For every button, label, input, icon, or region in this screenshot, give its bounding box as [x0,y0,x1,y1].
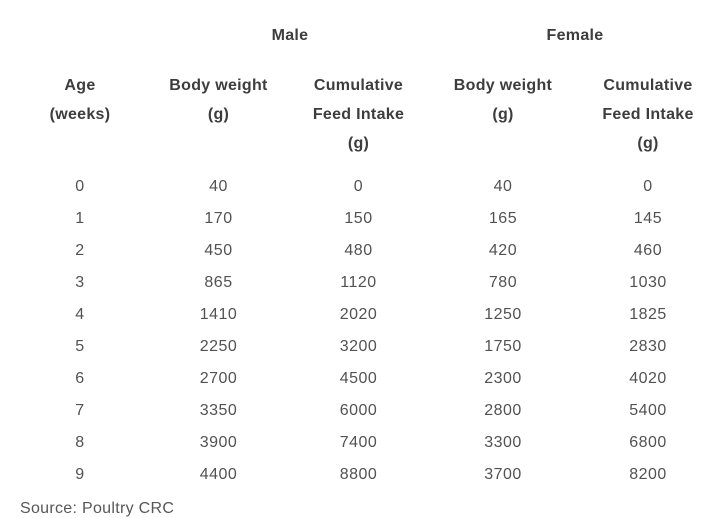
column-header-line: Feed Intake [602,106,694,123]
column-header-line: Feed Intake [312,106,405,123]
table-cell: 170 [204,210,233,227]
sex-group-header-row: Male Female [10,14,720,58]
table-row: 6 2700 4500 2300 4020 [10,363,720,395]
table-cell: 0 [75,178,85,195]
column-header-line: (g) [637,135,659,152]
table-cell: 2300 [484,370,522,387]
column-header-line: Cumulative [603,77,693,94]
table-cell: 7400 [339,434,378,451]
table-cell: 8 [75,434,85,451]
column-header-male-body-weight: Body weight (g) [150,58,287,171]
column-header-line: (g) [207,106,230,123]
table-cell: 2830 [629,338,667,355]
table-cell: 4020 [629,370,667,387]
table-cell: 450 [204,242,233,259]
table-cell: 2250 [199,338,238,355]
table-cell: 780 [488,274,518,291]
table-cell: 145 [633,210,663,227]
table-cell: 420 [488,242,518,259]
table-cell: 3200 [339,338,378,355]
table-cell: 2020 [339,306,378,323]
table-cell: 865 [204,274,233,291]
table-cell: 150 [344,210,373,227]
table-row: 8 3900 7400 3300 6800 [10,427,720,459]
table-row: 3 865 1120 780 1030 [10,267,720,299]
table-cell: 6000 [339,402,378,419]
table-cell: 3350 [199,402,238,419]
table-cell: 2800 [484,402,522,419]
poultry-growth-table: Male Female Age (weeks) Body weight (g) … [10,14,720,491]
table-cell: 4500 [339,370,378,387]
table-cell: 165 [488,210,518,227]
table-row: 4 1410 2020 1250 1825 [10,299,720,331]
table-cell: 9 [75,466,85,483]
column-header-row: Age (weeks) Body weight (g) Cumulative F… [10,58,720,171]
table-cell: 1030 [629,274,667,291]
table-row: 7 3350 6000 2800 5400 [10,395,720,427]
table-cell: 3700 [484,466,522,483]
column-header-line: (g) [347,135,370,152]
column-header-female-body-weight: Body weight (g) [430,58,576,171]
table-cell: 6 [75,370,85,387]
table-cell: 5400 [629,402,667,419]
column-header-line: Cumulative [313,77,404,94]
table-cell: 0 [643,178,653,195]
table-cell: 40 [209,178,228,195]
table-row: 9 4400 8800 3700 8200 [10,459,720,491]
table-cell: 6800 [629,434,667,451]
column-header-line: Age [64,77,96,94]
column-header-line: (weeks) [49,106,111,123]
table-row: 2 450 480 420 460 [10,235,720,267]
table-cell: 7 [75,402,85,419]
table-cell: 4400 [199,466,238,483]
table-cell: 1825 [629,306,667,323]
table-cell: 1120 [340,274,377,291]
table-body: 0 40 0 40 0 1 170 150 165 145 2 450 480 420 460 3 865 112… [10,171,720,491]
table-cell: 2700 [199,370,238,387]
empty-corner-cell [10,14,150,58]
male-group-header: Male [271,27,309,44]
table-row: 5 2250 3200 1750 2830 [10,331,720,363]
table-cell: 1250 [484,306,522,323]
table-cell: 0 [353,178,364,195]
column-header-line: (g) [492,106,514,123]
table-cell: 2 [75,242,85,259]
table-cell: 4 [75,306,85,323]
table-cell: 3 [75,274,85,291]
column-header-line: Body weight [453,77,553,94]
table-cell: 1750 [484,338,522,355]
table-cell: 1410 [199,306,238,323]
column-header-age: Age (weeks) [10,58,150,171]
table-cell: 3900 [199,434,238,451]
table-cell: 480 [344,242,373,259]
table-cell: 1 [75,210,85,227]
column-header-female-feed-intake: Cumulative Feed Intake (g) [576,58,720,171]
column-header-male-feed-intake: Cumulative Feed Intake (g) [287,58,430,171]
female-group-header: Female [546,27,604,44]
table-cell: 8800 [339,466,378,483]
table-cell: 8200 [629,466,667,483]
table-cell: 460 [633,242,663,259]
table-row: 1 170 150 165 145 [10,203,720,235]
source-note: Source: Poultry CRC [20,500,175,517]
table-row: 0 40 0 40 0 [10,171,720,203]
table-cell: 3300 [484,434,522,451]
column-header-line: Body weight [169,77,268,94]
table-cell: 5 [75,338,85,355]
table-cell: 40 [493,178,513,195]
